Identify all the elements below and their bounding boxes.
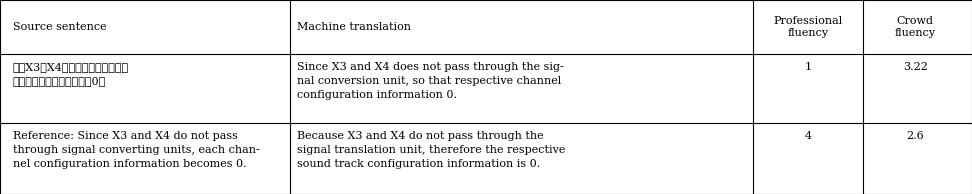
Text: 3.22: 3.22 [903, 62, 927, 72]
Text: 4: 4 [805, 131, 812, 141]
Text: Crowd
fluency: Crowd fluency [894, 16, 936, 38]
Text: 1: 1 [805, 62, 812, 72]
Text: Reference: Since X3 and X4 do not pass
through signal converting units, each cha: Reference: Since X3 and X4 do not pass t… [13, 131, 260, 169]
Text: 2.6: 2.6 [906, 131, 924, 141]
Text: Machine translation: Machine translation [297, 22, 411, 32]
Text: Because X3 and X4 do not pass through the
signal translation unit, therefore the: Because X3 and X4 do not pass through th… [297, 131, 566, 169]
Text: Source sentence: Source sentence [13, 22, 106, 32]
Text: Since X3 and X4 does not pass through the sig-
nal conversion unit, so that resp: Since X3 and X4 does not pass through th… [297, 62, 564, 100]
Text: Professional
fluency: Professional fluency [774, 16, 843, 38]
Text: 因为X3和X4不穿过信号变换单元，
所以各自的声道配置信息为0。: 因为X3和X4不穿过信号变换单元， 所以各自的声道配置信息为0。 [13, 62, 128, 86]
